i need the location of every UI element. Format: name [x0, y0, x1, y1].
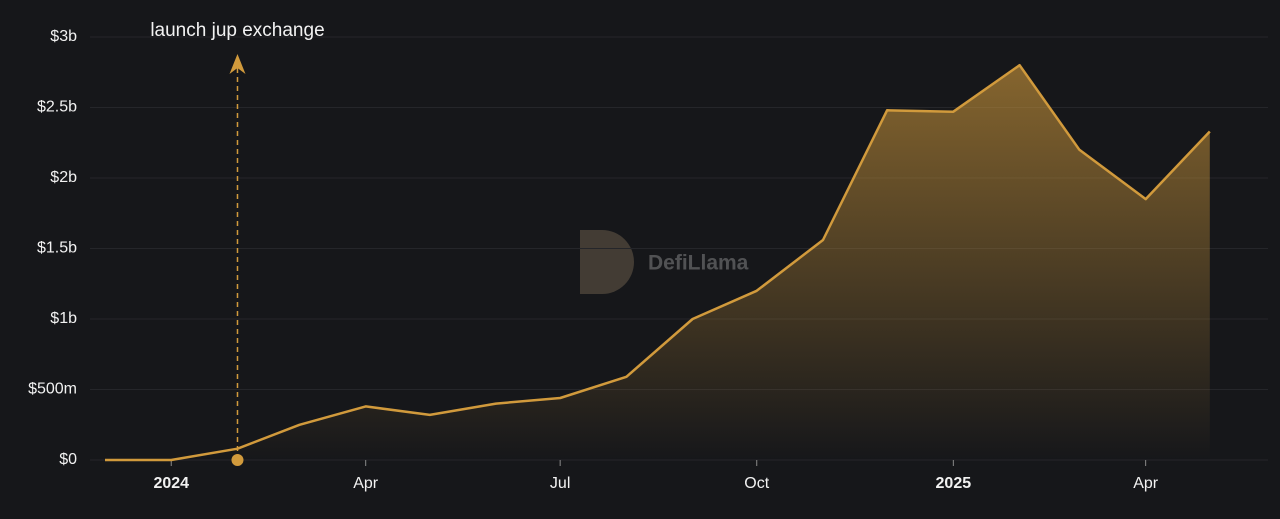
annotation-arrow [229, 54, 246, 74]
line [105, 63, 1211, 462]
annotation-text: launch jup exchange [150, 20, 324, 41]
y-tick-label: $1b [50, 310, 77, 327]
watermark-text: DefiLlama [648, 252, 749, 275]
watermark-logo [580, 230, 634, 294]
x-tick-label: Jul [550, 475, 570, 492]
x-tick-label: Oct [744, 475, 769, 492]
annotation-dot [231, 454, 244, 466]
x-tick-label: Apr [353, 475, 379, 492]
y-tick-label: $0 [59, 451, 77, 468]
y-tick-label: $500m [28, 381, 77, 398]
y-tick-label: $3b [50, 28, 77, 45]
y-tick-label: $2b [50, 169, 77, 186]
x-tick-label: 2024 [153, 475, 189, 492]
watermark: DefiLlama [580, 230, 749, 294]
x-tick-label: Apr [1133, 475, 1159, 492]
y-tick-label: $2.5b [37, 99, 77, 116]
area [105, 65, 1210, 460]
y-tick-label: $1.5b [37, 240, 77, 257]
x-tick-label: 2025 [936, 475, 972, 492]
